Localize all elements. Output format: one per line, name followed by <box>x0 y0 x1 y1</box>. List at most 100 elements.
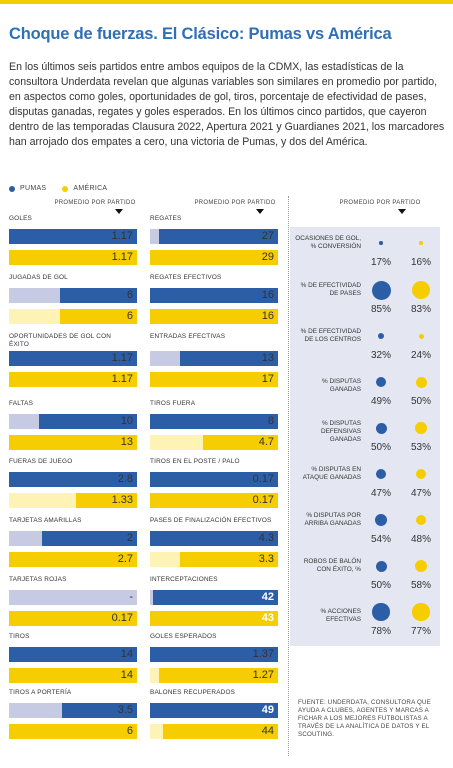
pumas-value-label: 1.17 <box>111 230 133 242</box>
america-bar-track: 16 <box>150 309 278 324</box>
stat-panel: % DISPUTAS POR ARRIBA GANADAS 54% 48% <box>290 504 440 554</box>
pumas-percentage: 50% <box>370 442 391 453</box>
pumas-bar-track: 6 <box>9 288 137 303</box>
pumas-bar-track: 0.17 <box>150 472 278 487</box>
metric-label: OPORTUNIDADES DE GOL CON ÉXITO <box>9 333 112 348</box>
america-percentage: 50% <box>410 396 431 407</box>
pumas-bar <box>42 531 137 546</box>
pumas-value-label: 3.5 <box>117 704 133 716</box>
america-percentage: 16% <box>410 257 431 268</box>
america-value-label: 1.33 <box>111 494 133 506</box>
pumas-bar-track: 49 <box>150 703 278 718</box>
pumas-bar-track: 2 <box>9 531 137 546</box>
metric-label: FUERAS DE JUEGO <box>9 458 73 465</box>
pumas-bar <box>38 414 137 429</box>
legend-america-dot <box>62 185 69 192</box>
pumas-bar-track: 8 <box>150 414 278 429</box>
metric-label: TARJETAS ROJAS <box>9 576 67 583</box>
pumas-circle <box>377 332 385 340</box>
stat-label: % ACCIONES EFECTIVAS <box>320 608 361 623</box>
america-bar <box>202 435 278 450</box>
metric-label: GOLES <box>9 215 33 222</box>
metric-label: TIROS <box>9 633 30 640</box>
pumas-bar <box>150 531 278 546</box>
america-percentage: 77% <box>410 626 431 637</box>
stat-panel: % ACCIONES EFECTIVAS 78% 77% <box>290 596 440 646</box>
america-percentage: 58% <box>410 580 431 591</box>
metric-label: PASES DE FINALIZACIÓN EFECTIVOS <box>150 517 272 524</box>
america-bar-track: 1.17 <box>9 250 137 265</box>
america-value-label: 0.17 <box>252 494 274 506</box>
america-value-label: 6 <box>126 725 133 737</box>
america-bar-track: 1.17 <box>9 372 137 387</box>
pumas-value-label: 49 <box>261 704 274 716</box>
america-bar-track: 17 <box>150 372 278 387</box>
america-percentage: 47% <box>410 488 431 499</box>
pumas-value-label: 13 <box>261 352 274 364</box>
pumas-value-label: 8 <box>267 415 274 427</box>
stat-panel: % DE EFECTIVIDAD DE PASES 85% 83% <box>290 274 440 324</box>
america-bar-track: 1.33 <box>9 493 137 508</box>
america-percentage: 53% <box>410 442 431 453</box>
stat-label: % DE EFECTIVIDAD DE PASES <box>300 282 361 297</box>
pumas-percentage: 47% <box>370 488 391 499</box>
pumas-value-label: - <box>129 591 133 603</box>
pumas-bar-track: - <box>9 590 137 605</box>
metric-label: INTERCEPTACIONES <box>150 576 218 583</box>
metric-label: BALONES RECUPERADOS <box>150 689 236 696</box>
column-header-1: PROMEDIO POR PARTIDO <box>54 200 136 206</box>
pumas-circle <box>379 241 383 245</box>
pumas-bar <box>9 472 137 487</box>
pumas-bar <box>150 703 278 718</box>
america-bar-track: 3.3 <box>150 552 278 567</box>
america-percentage: 24% <box>410 350 431 361</box>
america-value-label: 2.7 <box>117 553 133 565</box>
pumas-bar <box>62 703 137 718</box>
pumas-percentage: 54% <box>370 534 391 545</box>
metric-label: REGATES EFECTIVOS <box>150 274 222 281</box>
america-value-label: 16 <box>261 310 274 322</box>
pumas-percentage: 85% <box>370 304 391 315</box>
america-circle <box>414 559 428 573</box>
pumas-value-label: 1.37 <box>252 648 274 660</box>
stat-label: % DISPUTAS EN ATAQUE GANADAS <box>302 466 361 481</box>
pumas-bar-track: 27 <box>150 229 278 244</box>
pumas-bar <box>150 647 278 662</box>
stat-label: % DE EFECTIVIDAD DE LOS CENTROS <box>300 328 361 343</box>
america-circle <box>418 333 424 339</box>
america-circle <box>411 280 431 300</box>
america-circle <box>415 468 427 480</box>
pumas-bar <box>150 472 278 487</box>
pumas-bar-track: 13 <box>150 351 278 366</box>
pumas-bar-track: 42 <box>150 590 278 605</box>
legend-america-label: AMÉRICA <box>73 185 108 192</box>
pumas-bar <box>9 351 137 366</box>
column-arrow-2 <box>256 209 264 214</box>
pumas-value-label: 42 <box>261 591 274 603</box>
america-bar <box>150 309 278 324</box>
pumas-bar-track: 10 <box>9 414 137 429</box>
america-value-label: 43 <box>261 612 274 624</box>
america-bar-track: 44 <box>150 724 278 739</box>
page-title: Choque de fuerzas. El Clásico: Pumas vs … <box>9 25 392 43</box>
america-value-label: 4.7 <box>258 436 274 448</box>
stat-label: % DISPUTAS POR ARRIBA GANADAS <box>304 512 361 527</box>
america-bar <box>179 552 278 567</box>
america-bar-track: 0.17 <box>150 493 278 508</box>
america-bar <box>150 493 278 508</box>
intro-paragraph: En los últimos seis partidos entre ambos… <box>9 61 445 148</box>
america-value-label: 3.3 <box>258 553 274 565</box>
america-value-label: 13 <box>120 436 133 448</box>
pumas-bar <box>9 647 137 662</box>
america-bar-track: 13 <box>9 435 137 450</box>
america-bar-track: 14 <box>9 668 137 683</box>
america-bar-track: 29 <box>150 250 278 265</box>
pumas-circle <box>372 603 390 621</box>
america-bar-track: 6 <box>9 724 137 739</box>
pumas-bar <box>9 229 137 244</box>
america-bar <box>9 724 137 739</box>
metric-label: TARJETAS AMARILLAS <box>9 517 82 524</box>
pumas-circle <box>375 376 387 388</box>
america-value-label: 44 <box>261 725 274 737</box>
america-bar <box>159 668 278 683</box>
